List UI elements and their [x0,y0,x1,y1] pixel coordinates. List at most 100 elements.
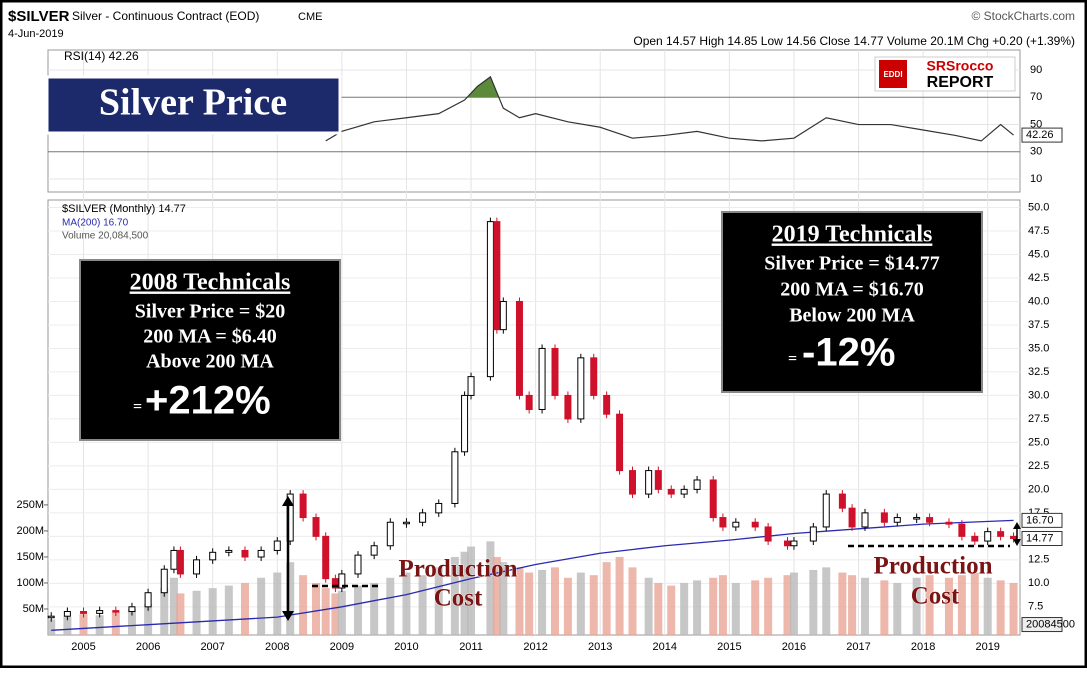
y-tick-label: 12.5 [1028,554,1049,566]
candle-body [80,611,88,614]
box-prefix: = [788,351,797,368]
production-label: Production [399,556,518,583]
volume-bar [354,585,363,635]
x-tick-label: 2015 [717,641,741,653]
instrument: Silver - Continuous Contract (EOD) [72,9,259,23]
volume-bar [848,575,857,635]
rsi-tick-label: 50 [1030,118,1042,130]
volume-bar [996,580,1005,635]
candle-body [667,488,675,495]
volume-bar [589,575,598,635]
candle-body [112,610,120,613]
annotations [282,496,1021,621]
candle-body [1010,535,1018,540]
volume-tick-label: 250M [16,499,44,511]
rsi-line [325,75,1014,142]
volume-bar [515,567,524,635]
box-line: Above 200 MA [146,351,274,373]
volume-bar [602,562,611,635]
volume-bar [208,588,217,635]
volume-tick-label: 50M [23,603,44,615]
candle-body [461,394,469,453]
x-tick-label: 2005 [71,641,95,653]
last-value: 14.77 [1026,532,1054,544]
candle-body [467,376,475,396]
candle-body [603,394,611,415]
candle-body [732,521,740,528]
box-line: Silver Price = $20 [135,301,285,323]
volume-bar [944,577,953,635]
volume-bar [525,572,534,635]
rsi-tick-label: 10 [1030,173,1042,185]
candle-body [590,357,598,396]
y-tick-label: 42.5 [1028,272,1049,284]
rsi-tick-label: 30 [1030,146,1042,158]
x-tick-label: 2011 [459,641,483,653]
y-tick-label: 50.0 [1028,201,1049,213]
y-tick-label: 7.5 [1028,601,1043,613]
y-tick-label: 22.5 [1028,460,1049,472]
candle-body [225,549,233,553]
volume-bar [538,569,547,635]
volume-bar [63,616,72,635]
volume-tick-label: 100M [16,577,44,589]
volume-bar [499,562,508,635]
candle-body [551,347,559,396]
last-value-tag [1021,127,1063,143]
volume-bar [111,611,120,635]
candle-body [515,300,523,396]
candle-body [354,554,362,575]
candle-body [564,394,572,420]
volume-bar [286,562,295,635]
volume-bar [402,572,411,635]
rsi-label: RSI(14) 42.26 [64,49,139,63]
volume-bar [983,577,992,635]
volume-bar [693,580,702,635]
candle-body [945,521,953,525]
box-2008: 2008 Technicals Silver Price = $20 200 M… [79,259,341,441]
candle-body [680,488,688,495]
volume-bar [970,572,979,635]
source: © StockCharts.com [971,9,1075,23]
candle-body [654,470,662,490]
box-bg [721,211,983,393]
volume-bar [312,582,321,635]
candle-body [160,568,168,594]
rsi-tick-label: 90 [1030,64,1042,76]
candle-body [209,551,217,561]
exchange: CME [298,11,322,23]
volume-bar [273,572,282,635]
volume-bar [860,577,869,635]
legend-volume: Volume 20,084,500 [62,231,149,242]
volume-bar [370,582,379,635]
volume-bar [957,575,966,635]
y-tick-label: 40.0 [1028,295,1049,307]
volume-bar [550,567,559,635]
box-big: -12% [802,331,895,375]
candle-body [693,479,701,490]
candle-body [47,615,55,619]
production-label: Cost [911,583,960,610]
candle-body [848,507,856,528]
date: 4-Jun-2019 [8,28,64,40]
candle-body [299,493,307,519]
volume-tick-label: 200M [16,525,44,537]
candle-body [926,517,934,523]
volume-bar [434,567,443,635]
y-tick-label: 47.5 [1028,225,1049,237]
x-tick-label: 2016 [782,641,806,653]
box-title: 2008 Technicals [130,270,291,296]
x-tick-label: 2018 [911,641,935,653]
volume-bar [299,575,308,635]
volume-bar [789,572,798,635]
volume-bar [644,577,653,635]
title-box [45,75,342,135]
volume-bar [418,575,427,635]
candle-body [370,545,378,556]
volume-bar [486,541,495,635]
candle-body [783,540,791,547]
volume-bar [176,593,185,635]
candle-body [419,512,427,523]
volume-bar [467,546,476,635]
volume-bar [880,580,889,635]
